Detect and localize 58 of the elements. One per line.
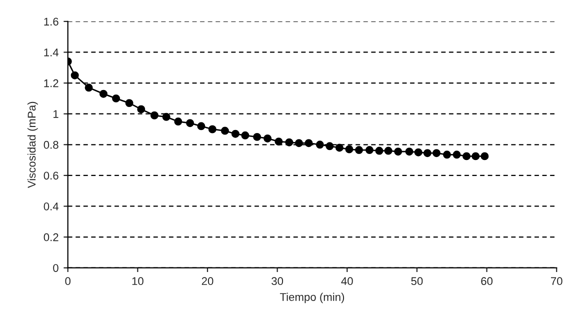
point [253,132,262,141]
y-tick-label: 1.2 [44,79,58,88]
point [84,84,93,92]
point [162,112,170,121]
x-tick-label: 10 [132,277,144,286]
point [432,149,440,158]
point [125,99,134,108]
x-tick-label: 30 [272,277,284,286]
y-tick-label: 0.4 [44,202,58,210]
point [294,139,303,148]
point [264,134,272,142]
point [394,148,402,156]
point [208,125,216,134]
point [442,150,451,159]
x-tick-label: 20 [202,277,214,286]
y-tick-label: 0 [53,264,58,272]
point [137,105,146,114]
y-tick-label: 0.2 [44,233,58,242]
y-tick-label: 0.8 [44,140,58,149]
x-tick-label: 60 [481,277,493,286]
point [99,90,108,98]
y-tick-label: 1.6 [44,18,58,26]
point [405,148,414,156]
point [375,146,384,155]
point [197,122,206,130]
point [355,146,363,154]
point [384,146,392,155]
point [326,142,334,150]
y-tick-label: 0.6 [44,172,58,180]
point [220,126,229,135]
point [316,140,324,149]
point [70,71,79,80]
x-tick-label: 40 [341,277,353,286]
x-tick-label: 70 [550,277,562,286]
point [150,111,158,120]
point [335,144,344,152]
x-axis-title: Tiempo (min) [280,292,344,304]
point [462,152,471,160]
point [112,94,120,102]
point [452,150,461,159]
point [345,145,354,154]
point [285,138,294,146]
point [174,118,182,126]
y-tick-label: 1 [53,110,58,118]
point [472,152,480,160]
x-tick-label: 0 [65,277,71,286]
y-tick-label: 1.4 [44,48,58,56]
point [480,152,489,160]
point [241,131,250,140]
point [423,149,432,158]
point [304,139,313,148]
point [231,130,240,138]
point [186,119,194,128]
x-tick-label: 50 [411,277,423,286]
point [274,138,283,146]
y-axis-title: Viscosidad (mPa) [27,102,38,188]
point [365,146,374,154]
point [414,148,422,156]
